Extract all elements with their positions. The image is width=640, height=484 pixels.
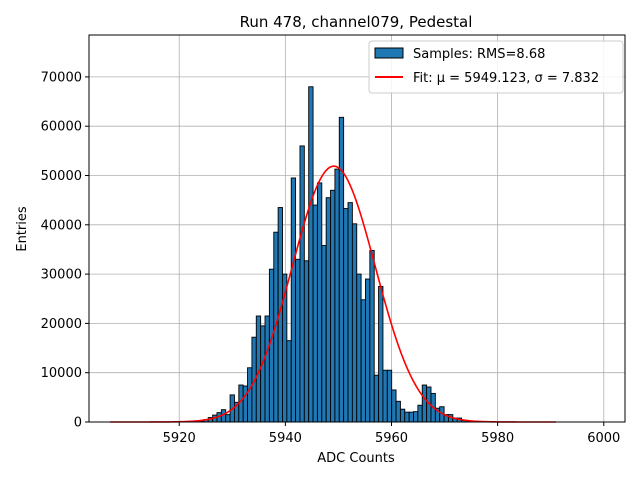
histogram-bar — [365, 279, 369, 422]
histogram-bar — [243, 386, 247, 422]
histogram-bar — [317, 183, 321, 422]
histogram-bar — [339, 117, 343, 422]
legend-label-samples: Samples: RMS=8.68 — [413, 47, 545, 62]
y-tick-label: 0 — [74, 416, 82, 431]
histogram-bar — [331, 190, 335, 422]
histogram-bar — [265, 316, 269, 422]
histogram-bar — [396, 401, 400, 422]
histogram-bar — [300, 146, 304, 422]
x-tick-label: 5960 — [375, 431, 408, 446]
histogram-bar — [357, 274, 361, 422]
histogram-bar — [422, 385, 426, 422]
histogram-bar — [387, 370, 391, 422]
histogram-bar — [296, 259, 300, 422]
y-axis-ticks: 0 10000 20000 30000 40000 50000 60000 70000 — [41, 70, 89, 430]
histogram-bar — [414, 412, 418, 422]
histogram-bar — [269, 269, 273, 422]
histogram-bar — [383, 370, 387, 422]
histogram-bar — [326, 198, 330, 422]
histogram-bar — [348, 203, 352, 422]
y-tick-label: 30000 — [41, 268, 82, 283]
y-tick-label: 20000 — [41, 317, 82, 332]
legend-swatch-samples — [375, 48, 403, 58]
x-tick-label: 5980 — [481, 431, 514, 446]
histogram-bar — [392, 390, 396, 422]
histogram-bar — [405, 412, 409, 422]
x-tick-label: 6000 — [587, 431, 620, 446]
histogram-bar — [352, 224, 356, 422]
y-tick-label: 10000 — [41, 366, 82, 381]
histogram-bar — [418, 405, 422, 422]
legend: Samples: RMS=8.68 Fit: μ = 5949.123, σ =… — [369, 41, 623, 93]
histogram-bar — [226, 415, 230, 422]
histogram-bar — [291, 178, 295, 422]
legend-label-fit: Fit: μ = 5949.123, σ = 7.832 — [413, 71, 599, 86]
y-tick-label: 50000 — [41, 169, 82, 184]
histogram-bar — [409, 412, 413, 422]
histogram-bar — [400, 409, 404, 422]
x-axis-ticks: 5920 5940 5960 5980 6000 — [163, 422, 621, 446]
y-tick-label: 70000 — [41, 70, 82, 85]
y-tick-label: 40000 — [41, 218, 82, 233]
histogram-bar — [344, 209, 348, 422]
histogram-bar — [361, 300, 365, 422]
histogram-bar — [335, 169, 339, 422]
histogram-bars — [195, 87, 475, 422]
x-tick-label: 5940 — [269, 431, 302, 446]
histogram-bar — [248, 368, 252, 422]
histogram-bar — [374, 375, 378, 422]
chart-title: Run 478, channel079, Pedestal — [240, 13, 473, 31]
x-tick-label: 5920 — [163, 431, 196, 446]
histogram-bar — [313, 205, 317, 422]
histogram-bar — [304, 261, 308, 422]
y-tick-label: 60000 — [41, 120, 82, 135]
histogram-bar — [322, 246, 326, 422]
histogram-bar — [309, 87, 313, 422]
histogram-bar — [287, 341, 291, 422]
histogram-bar — [370, 250, 374, 422]
y-axis-label: Entries — [15, 206, 30, 252]
x-axis-label: ADC Counts — [317, 451, 395, 466]
histogram-bar — [261, 326, 265, 422]
histogram-bar — [379, 286, 383, 422]
